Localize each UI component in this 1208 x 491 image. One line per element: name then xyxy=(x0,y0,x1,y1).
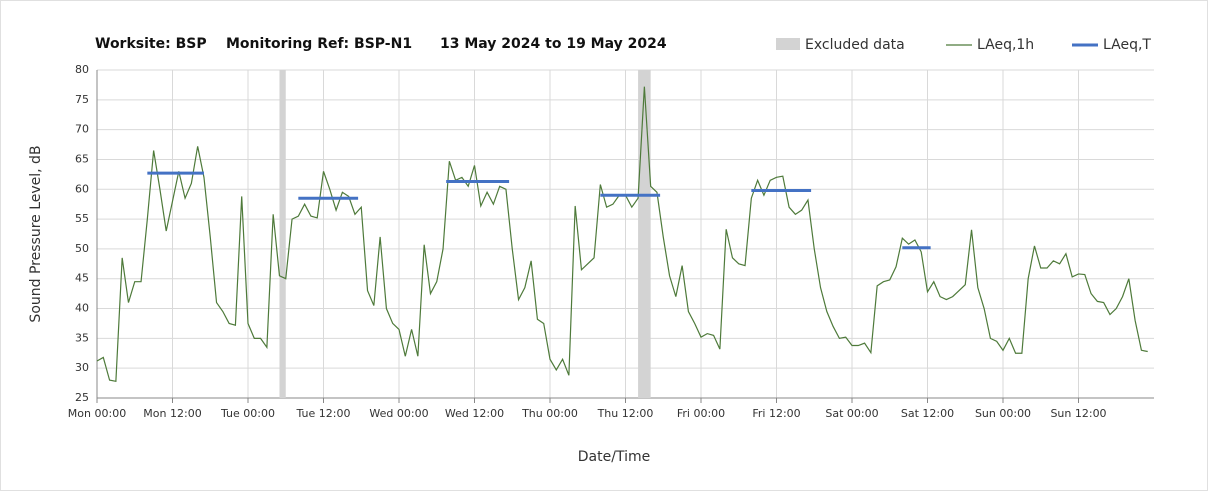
y-axis-label: Sound Pressure Level, dB xyxy=(28,145,44,322)
x-tick-label: Sat 00:00 xyxy=(825,407,878,420)
x-tick-label: Wed 00:00 xyxy=(369,407,428,420)
x-tick-label: Wed 12:00 xyxy=(445,407,504,420)
legend-label: Excluded data xyxy=(805,37,905,53)
legend-label: LAeq,T xyxy=(1103,37,1151,53)
x-tick-label: Thu 00:00 xyxy=(521,407,578,420)
y-tick-label: 30 xyxy=(75,361,89,374)
x-tick-label: Sun 00:00 xyxy=(975,407,1031,420)
y-tick-label: 25 xyxy=(75,391,89,404)
x-tick-label: Tue 12:00 xyxy=(296,407,351,420)
y-tick-label: 80 xyxy=(75,63,89,76)
legend-swatch xyxy=(776,38,800,50)
excluded-band xyxy=(279,70,286,398)
y-tick-label: 40 xyxy=(75,302,89,315)
x-tick-label: Mon 12:00 xyxy=(143,407,201,420)
x-tick-label: Sat 12:00 xyxy=(901,407,954,420)
chart-title: Worksite: BSP xyxy=(95,36,207,52)
x-axis-label: Date/Time xyxy=(578,449,650,465)
x-tick-label: Fri 12:00 xyxy=(752,407,800,420)
x-tick-label: Thu 12:00 xyxy=(597,407,654,420)
x-tick-label: Fri 00:00 xyxy=(677,407,725,420)
chart-title: 13 May 2024 to 19 May 2024 xyxy=(440,36,667,52)
y-tick-label: 45 xyxy=(75,272,89,285)
y-tick-label: 65 xyxy=(75,152,89,165)
y-tick-label: 35 xyxy=(75,331,89,344)
y-tick-label: 50 xyxy=(75,242,89,255)
x-tick-label: Sun 12:00 xyxy=(1050,407,1106,420)
x-tick-label: Tue 00:00 xyxy=(220,407,275,420)
excluded-band xyxy=(638,70,651,398)
y-tick-label: 55 xyxy=(75,212,89,225)
y-tick-label: 60 xyxy=(75,182,89,195)
y-tick-label: 70 xyxy=(75,123,89,136)
y-tick-label: 75 xyxy=(75,93,89,106)
legend-label: LAeq,1h xyxy=(977,37,1034,53)
x-tick-label: Mon 00:00 xyxy=(68,407,126,420)
chart-title: Monitoring Ref: BSP-N1 xyxy=(226,36,412,52)
